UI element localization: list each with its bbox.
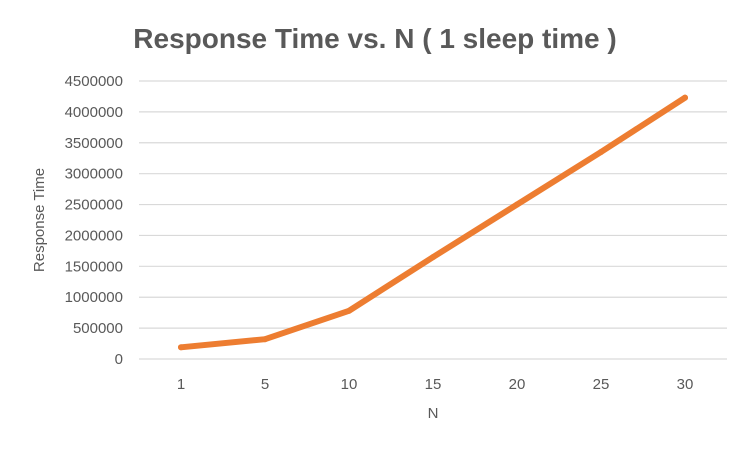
y-tick-label: 1000000 bbox=[65, 289, 123, 306]
y-tick-label: 3500000 bbox=[65, 135, 123, 152]
y-tick-label: 0 bbox=[115, 351, 123, 368]
y-axis-ticks: 0 500000 1000000 1500000 2000000 2500000 30000… bbox=[65, 73, 123, 368]
data-point bbox=[178, 344, 184, 351]
y-axis-label: Response Time bbox=[31, 168, 48, 272]
x-axis-label: N bbox=[428, 405, 439, 422]
x-tick-label: 10 bbox=[341, 376, 358, 393]
data-point bbox=[514, 201, 520, 208]
y-tick-label: 3000000 bbox=[65, 166, 123, 183]
x-tick-label: 25 bbox=[593, 376, 610, 393]
series-layer bbox=[178, 94, 688, 351]
y-tick-label: 1500000 bbox=[65, 258, 123, 275]
y-tick-label: 4500000 bbox=[65, 73, 123, 90]
data-point bbox=[346, 307, 352, 314]
chart-title: Response Time vs. N ( 1 sleep time ) bbox=[133, 23, 616, 54]
x-axis-ticks: 1 5 10 15 20 25 30 bbox=[177, 376, 694, 393]
y-tick-label: 500000 bbox=[73, 320, 123, 337]
data-point bbox=[598, 149, 604, 156]
y-tick-label: 2500000 bbox=[65, 197, 123, 214]
y-tick-label: 4000000 bbox=[65, 104, 123, 121]
x-tick-label: 5 bbox=[261, 376, 269, 393]
data-point bbox=[430, 254, 436, 261]
y-tick-label: 2000000 bbox=[65, 227, 123, 244]
series-line bbox=[178, 94, 688, 351]
x-tick-label: 15 bbox=[425, 376, 442, 393]
x-tick-label: 30 bbox=[677, 376, 694, 393]
data-point bbox=[262, 336, 268, 343]
x-tick-label: 1 bbox=[177, 376, 185, 393]
x-tick-label: 20 bbox=[509, 376, 526, 393]
data-point bbox=[682, 94, 688, 101]
gridlines bbox=[139, 80, 727, 360]
